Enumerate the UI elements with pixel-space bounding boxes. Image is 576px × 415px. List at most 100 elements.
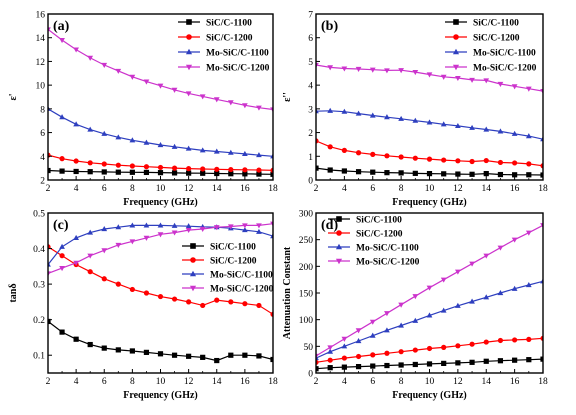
data-point-s4-1 [48, 27, 51, 33]
y-tick-label: 250 [299, 236, 314, 246]
data-point-s4-1 [316, 353, 319, 359]
data-point-s2-5 [101, 161, 107, 167]
data-point-s1-14 [497, 358, 504, 364]
data-point-s4-5 [101, 248, 108, 254]
legend-label: SiC/C-1200 [356, 230, 403, 240]
y-axis-label: tanδ [8, 283, 19, 302]
data-point-s3-15 [511, 285, 518, 291]
x-tick-label: 6 [370, 377, 375, 387]
data-point-s2-7 [398, 154, 404, 160]
data-point-s3-4 [355, 338, 362, 344]
panel-c-plot-area [48, 221, 273, 364]
data-point-s4-10 [171, 87, 178, 93]
data-point-s4-12 [469, 261, 475, 267]
legend-marker [453, 19, 459, 25]
data-point-s3-4 [87, 229, 94, 235]
data-point-s4-12 [199, 226, 206, 232]
data-point-s3-10 [440, 121, 447, 127]
data-point-s1-3 [341, 168, 347, 174]
legend-label: SiC/C-1100 [356, 216, 402, 226]
x-tick-label: 4 [74, 377, 79, 387]
data-point-s3-4 [87, 126, 94, 132]
data-point-s4-2 [327, 65, 334, 71]
y-tick-label: 6 [308, 34, 313, 44]
data-point-s1-4 [87, 341, 93, 348]
data-point-s2-3 [73, 158, 79, 164]
data-point-s1-4 [355, 169, 362, 175]
y-axis-label: ε' [8, 93, 19, 100]
data-point-s1-10 [441, 171, 447, 177]
data-point-s2-16 [256, 167, 262, 173]
data-point-s1-1 [48, 167, 51, 174]
panel-label: (a) [53, 19, 70, 34]
data-point-s1-15 [512, 357, 518, 363]
y-tick-label: 7 [308, 11, 313, 21]
series-line-3 [48, 108, 273, 157]
data-point-s1-6 [384, 362, 390, 369]
data-point-s3-11 [455, 302, 461, 308]
data-point-s3-12 [199, 147, 206, 153]
series-line-3 [316, 110, 543, 140]
data-point-s1-10 [171, 352, 178, 358]
data-point-s1-8 [143, 169, 150, 176]
y-tick-label: 200 [299, 263, 314, 273]
data-point-s1-9 [157, 170, 164, 176]
data-point-s4-9 [157, 232, 164, 238]
legend-label: SiC/C-1200 [473, 34, 520, 44]
data-point-s1-8 [412, 361, 418, 368]
y-tick-label: 5 [308, 58, 313, 68]
data-point-s4-3 [341, 66, 348, 72]
legend-label: SiC/C-1100 [473, 19, 519, 29]
data-point-s1-11 [455, 171, 461, 177]
data-point-s3-5 [369, 112, 376, 118]
legend-label: Mo-SiC/C-1100 [206, 49, 269, 59]
data-point-s4-6 [384, 68, 390, 74]
data-point-s4-4 [355, 66, 362, 73]
data-point-s1-5 [370, 363, 376, 369]
data-point-s4-2 [327, 345, 334, 351]
y-tick-label: 14 [36, 34, 46, 44]
data-point-s3-8 [412, 117, 419, 123]
data-point-s2-5 [101, 276, 107, 282]
data-point-s4-3 [341, 336, 348, 342]
data-point-s1-14 [228, 352, 234, 358]
y-tick-label: 2 [40, 177, 45, 187]
data-point-s3-17 [270, 153, 273, 159]
y-tick-label: 100 [299, 316, 314, 326]
data-point-s3-13 [483, 294, 490, 300]
x-tick-label: 2 [314, 377, 319, 387]
data-point-s4-10 [171, 230, 178, 236]
data-point-s1-14 [228, 171, 234, 177]
data-point-s1-17 [540, 172, 543, 178]
data-point-s1-4 [355, 364, 362, 370]
data-point-s1-8 [143, 349, 150, 355]
data-point-s3-16 [256, 152, 262, 158]
data-point-s4-6 [115, 242, 122, 248]
data-point-s4-9 [426, 72, 433, 78]
y-tick-label: 50 [304, 343, 314, 353]
legend-marker [336, 230, 342, 236]
legend-marker [452, 48, 460, 55]
y-tick-label: 12 [36, 58, 46, 68]
data-point-s1-17 [540, 356, 543, 362]
data-point-s3-17 [270, 233, 273, 239]
data-point-s2-7 [129, 286, 135, 293]
data-point-s2-3 [341, 147, 347, 153]
x-tick-label: 18 [268, 377, 278, 387]
data-point-s2-13 [483, 339, 489, 345]
data-point-s4-11 [185, 91, 192, 97]
legend-marker [186, 34, 192, 40]
data-point-s4-14 [227, 224, 234, 230]
y-tick-label: 300 [299, 210, 314, 220]
data-point-s3-2 [327, 348, 334, 354]
data-point-s3-16 [256, 228, 262, 234]
data-point-s1-2 [327, 365, 333, 371]
data-point-s1-2 [59, 329, 65, 335]
data-point-s4-8 [143, 235, 150, 241]
legend-label: SiC/C-1200 [210, 257, 257, 267]
x-tick-label: 14 [212, 377, 222, 387]
data-point-s2-15 [512, 160, 518, 166]
data-point-s4-5 [369, 319, 376, 325]
y-tick-label: 8 [40, 105, 45, 115]
data-point-s2-13 [483, 157, 489, 164]
